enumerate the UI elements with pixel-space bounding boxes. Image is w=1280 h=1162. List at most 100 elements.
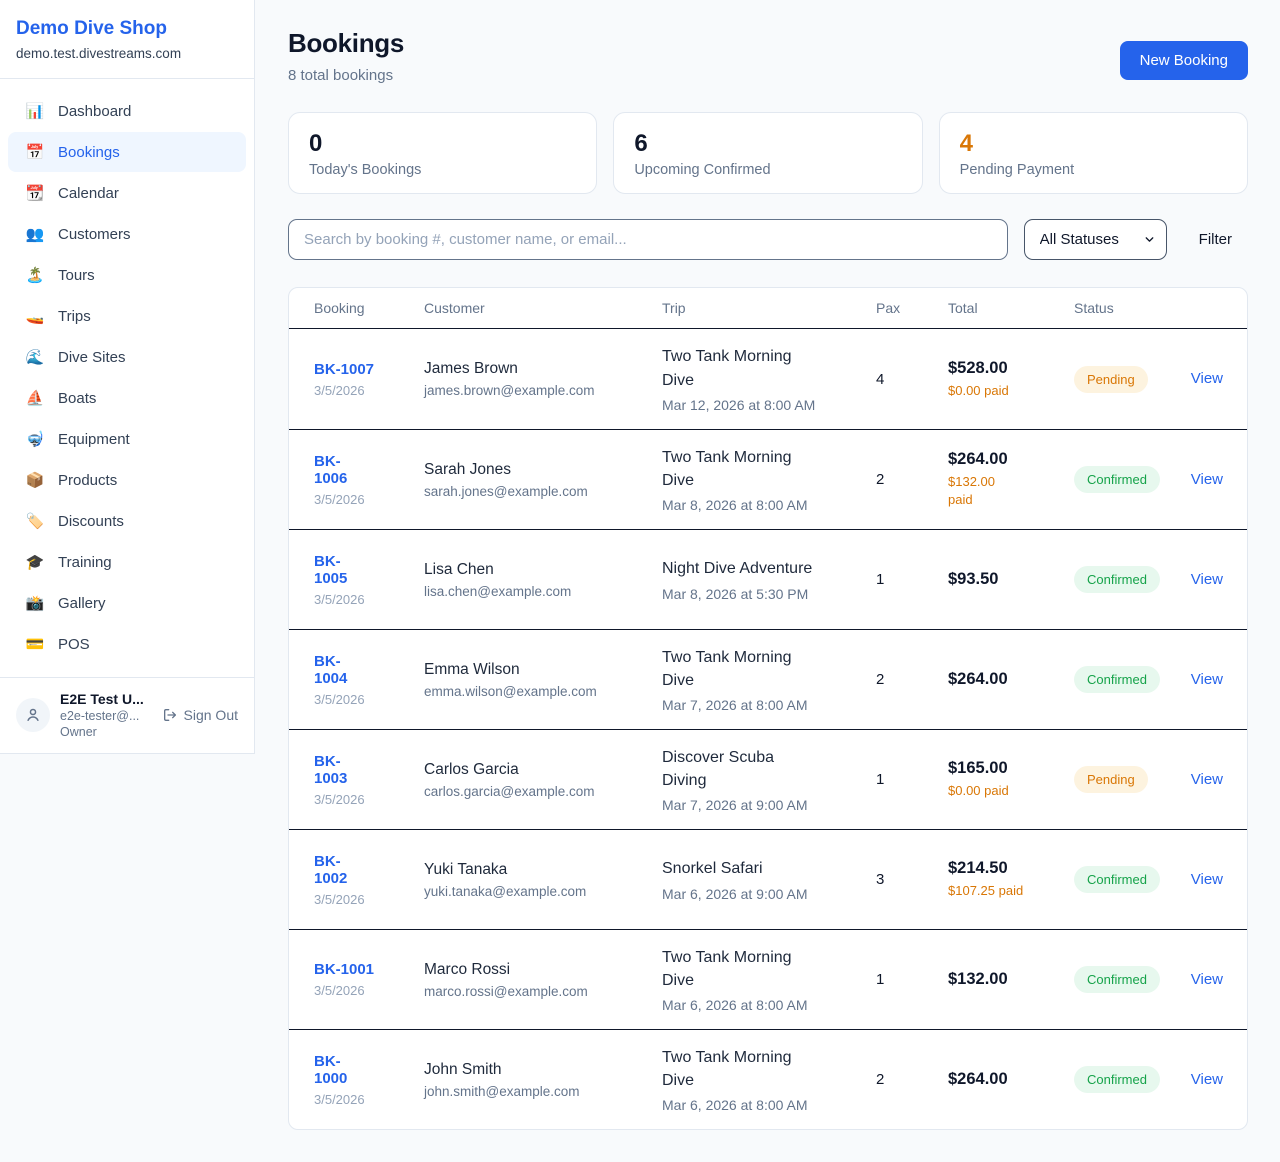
sidebar-item-trips[interactable]: 🚤 Trips [8,296,246,336]
trip-cell: Two Tank Morning Dive Mar 6, 2026 at 8:0… [662,1046,876,1113]
status-cell: Confirmed [1074,466,1166,493]
trip-name: Snorkel Safari [662,860,763,878]
booking-id-link[interactable]: BK-1007 [314,360,375,378]
customer-cell: John Smith john.smith@example.com [424,1061,662,1099]
sidebar-item-label: Bookings [58,143,120,161]
status-badge: Confirmed [1074,966,1160,993]
total-amount: $264.00 [948,1070,1008,1088]
trip-time: Mar 6, 2026 at 8:00 AM [662,1097,808,1114]
avatar [16,698,50,732]
nav-icon: 🏝️ [25,267,45,284]
status-select[interactable]: All Statuses [1023,219,1167,260]
status-badge: Confirmed [1074,566,1160,593]
sidebar-item-customers[interactable]: 👥 Customers [8,214,246,254]
sidebar-item-dashboard[interactable]: 📊 Dashboard [8,91,246,131]
page-subtitle: 8 total bookings [288,67,394,84]
booking-id-link[interactable]: BK- 1002 [314,852,348,887]
customer-name: Carlos Garcia [424,760,519,778]
stat-label: Today's Bookings [309,162,422,178]
booking-id-link[interactable]: BK- 1006 [314,452,348,487]
status-badge: Confirmed [1074,866,1160,893]
paid-amount: $0.00 paid [948,783,1009,799]
shop-domain: demo.test.divestreams.com [16,46,182,61]
booking-date: 3/5/2026 [314,791,365,807]
booking-cell: BK-1001 3/5/2026 [314,961,424,998]
sidebar-item-label: Gallery [58,594,106,612]
status-badge: Confirmed [1074,1066,1160,1093]
view-link[interactable]: View [1190,370,1223,387]
customer-cell: Lisa Chen lisa.chen@example.com [424,561,662,599]
pax-cell: 2 [876,471,885,488]
sign-out-button[interactable]: Sign Out [162,707,238,723]
trip-time: Mar 8, 2026 at 8:00 AM [662,497,808,514]
table-body: BK-1007 3/5/2026 James Brown james.brown… [289,329,1247,1129]
table-row: BK- 1000 3/5/2026 John Smith john.smith@… [289,1029,1247,1129]
sidebar-item-tours[interactable]: 🏝️ Tours [8,255,246,295]
customer-cell: Marco Rossi marco.rossi@example.com [424,961,662,999]
sidebar-item-label: Products [58,471,118,489]
booking-id-link[interactable]: BK- 1004 [314,652,348,687]
view-link[interactable]: View [1190,870,1223,888]
booking-id-link[interactable]: BK- 1003 [314,752,348,787]
trip-time: Mar 7, 2026 at 8:00 AM [662,697,808,714]
customer-name: Lisa Chen [424,560,494,578]
pax-cell: 2 [876,671,885,688]
view-link[interactable]: View [1190,670,1223,688]
column-header-status: Status [1074,300,1114,316]
filter-row: All Statuses Filter [288,219,1248,260]
booking-id-link[interactable]: BK- 1005 [314,552,348,587]
booking-cell: BK- 1005 3/5/2026 [314,553,424,607]
booking-id-link[interactable]: BK- 1000 [314,1052,348,1087]
pax-cell: 4 [876,370,885,388]
sidebar-item-equipment[interactable]: 🤿 Equipment [8,419,246,459]
search-input[interactable] [288,219,1008,260]
view-link[interactable]: View [1190,970,1223,988]
sidebar-item-label: POS [58,635,90,653]
customer-cell: Sarah Jones sarah.jones@example.com [424,461,662,499]
total-amount: $214.50 [948,859,1008,878]
sidebar-item-training[interactable]: 🎓 Training [8,542,246,582]
sidebar-item-gallery[interactable]: 📸 Gallery [8,583,246,623]
trip-name: Two Tank Morning Dive [662,348,792,389]
customer-name: John Smith [424,1060,502,1078]
booking-cell: BK- 1003 3/5/2026 [314,753,424,807]
sign-out-label: Sign Out [183,707,238,723]
booking-id-link[interactable]: BK-1001 [314,961,375,978]
sidebar-item-bookings[interactable]: 📅 Bookings [8,132,246,172]
sidebar-item-calendar[interactable]: 📆 Calendar [8,173,246,213]
view-link[interactable]: View [1190,1070,1223,1088]
column-header-total: Total [948,300,978,316]
sidebar-item-label: Training [58,553,112,571]
sidebar-item-boats[interactable]: ⛵ Boats [8,378,246,418]
paid-amount: $0.00 paid [948,382,1009,398]
sidebar-item-dive-sites[interactable]: 🌊 Dive Sites [8,337,246,377]
customer-name: Sarah Jones [424,460,512,478]
new-booking-button[interactable]: New Booking [1119,41,1248,80]
pax-cell: 1 [876,971,885,988]
view-link[interactable]: View [1190,770,1223,788]
sidebar-item-pos[interactable]: 💳 POS [8,624,246,664]
bookings-table: Booking Customer Trip Pax Total Status B… [288,287,1248,1130]
actions-cell: View [1166,1071,1223,1089]
column-header-trip: Trip [662,300,686,316]
table-row: BK- 1003 3/5/2026 Carlos Garcia carlos.g… [289,729,1247,829]
view-link[interactable]: View [1190,470,1223,488]
view-link[interactable]: View [1190,570,1223,588]
sidebar-item-label: Dive Sites [58,348,126,366]
trip-cell: Discover Scuba Diving Mar 7, 2026 at 9:0… [662,746,876,813]
page-header: Bookings 8 total bookings New Booking [288,28,1248,84]
total-amount: $264.00 [948,450,1008,469]
status-cell: Pending [1074,365,1166,393]
booking-cell: BK- 1000 3/5/2026 [314,1053,424,1107]
status-badge: Pending [1074,365,1148,393]
table-row: BK- 1004 3/5/2026 Emma Wilson emma.wilso… [289,629,1247,729]
customer-email: emma.wilson@example.com [424,683,597,699]
filter-button[interactable]: Filter [1198,231,1232,248]
nav-icon: 🏷️ [25,513,45,530]
sidebar-item-products[interactable]: 📦 Products [8,460,246,500]
table-row: BK- 1006 3/5/2026 Sarah Jones sarah.jone… [289,429,1247,529]
shop-name: Demo Dive Shop [16,18,167,39]
trip-name: Two Tank Morning Dive [662,648,792,689]
stat-card-upcoming-confirmed: 6 Upcoming Confirmed [613,112,923,194]
sidebar-item-discounts[interactable]: 🏷️ Discounts [8,501,246,541]
